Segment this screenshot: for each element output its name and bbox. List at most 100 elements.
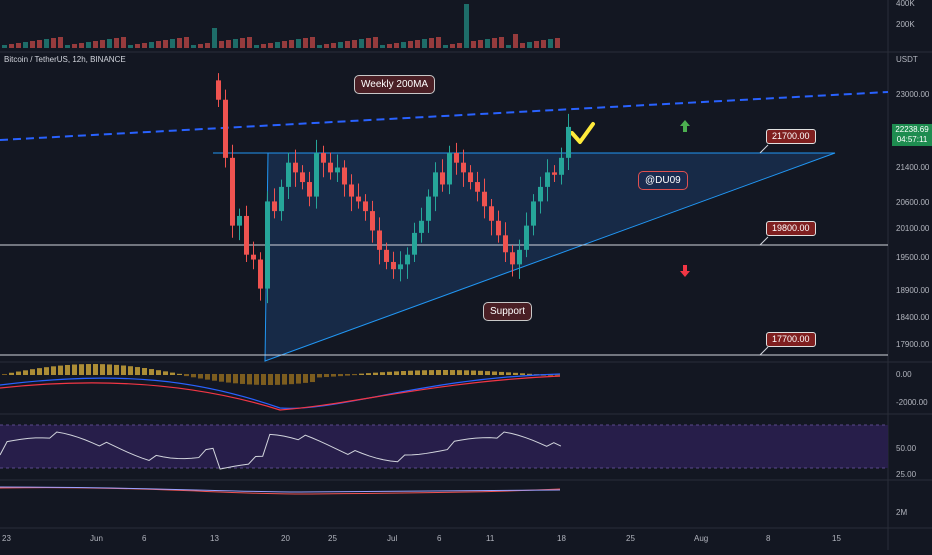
- candle-body: [566, 126, 571, 158]
- macd-histogram-bar: [44, 367, 49, 375]
- volume-bar: [261, 44, 266, 48]
- volume-bar: [205, 43, 210, 48]
- volume-bar: [317, 45, 322, 48]
- volume-bar: [128, 45, 133, 48]
- volume-bar: [177, 38, 182, 48]
- volume-bar: [16, 43, 21, 48]
- macd-histogram-bar: [422, 370, 427, 375]
- candle-body: [440, 172, 445, 185]
- obv-signal-line: [0, 486, 561, 493]
- rsi-band: [0, 425, 888, 468]
- candle-body: [216, 80, 221, 100]
- volume-bar: [156, 41, 161, 48]
- macd-histogram-bar: [30, 369, 35, 375]
- weekly-200ma-callout[interactable]: Weekly 200MA: [354, 75, 436, 94]
- level-tag-19800[interactable]: 19800.00: [766, 221, 816, 236]
- macd-histogram-bar: [135, 367, 140, 375]
- candle-body: [545, 172, 550, 187]
- volume-bar: [191, 45, 196, 48]
- volume-bar: [219, 41, 224, 48]
- bottom-axis-label: 2M: [896, 508, 907, 517]
- macd-histogram-bar: [352, 374, 357, 376]
- macd-histogram-bar: [191, 374, 196, 378]
- candle-body: [412, 232, 417, 255]
- candle-body: [398, 264, 403, 270]
- rsi-axis-label: 50.00: [896, 444, 917, 453]
- volume-axis-label: 200K: [896, 20, 915, 29]
- candle-body: [517, 249, 522, 265]
- candle-body: [300, 172, 305, 183]
- level-tag-17700[interactable]: 17700.00: [766, 332, 816, 347]
- volume-bar: [93, 41, 98, 48]
- date-axis-label: Jun: [90, 534, 103, 543]
- macd-histogram-bar: [457, 370, 462, 375]
- macd-histogram-bar: [338, 374, 343, 377]
- axis-labels: 23000.0022400.0021400.0020600.0020100.00…: [2, 0, 930, 543]
- date-axis-label: 20: [281, 534, 290, 543]
- support-callout[interactable]: Support: [483, 302, 533, 321]
- volume-bar: [247, 37, 252, 48]
- macd-histogram-bar: [317, 374, 322, 378]
- candle-body: [489, 206, 494, 221]
- candle-body: [251, 254, 256, 260]
- price-axis-label: 17900.00: [896, 340, 930, 349]
- check-mark-icon: [570, 122, 595, 144]
- price-axis-label: 18400.00: [896, 313, 930, 322]
- volume-bars: [2, 4, 560, 48]
- macd-histogram-bar: [233, 374, 238, 384]
- candle-body: [349, 184, 354, 197]
- candle-body: [328, 162, 333, 173]
- date-axis-label: 6: [142, 534, 147, 543]
- volume-bar: [513, 34, 518, 48]
- candle-body: [524, 225, 529, 250]
- macd-histogram-bar: [485, 371, 490, 375]
- volume-bar: [107, 39, 112, 48]
- macd-histogram-bar: [387, 371, 392, 375]
- macd-axis-label: -2000.00: [896, 398, 928, 407]
- price-axis-label: 21400.00: [896, 163, 930, 172]
- macd-histogram-bar: [296, 374, 301, 384]
- volume-bar: [212, 28, 217, 48]
- macd-histogram-bar: [177, 373, 182, 375]
- candle-body: [370, 211, 375, 231]
- volume-bar: [23, 42, 28, 48]
- candle-body: [265, 201, 270, 289]
- macd-histogram-bar: [65, 364, 70, 375]
- price-axis-label: 18900.00: [896, 286, 930, 295]
- volume-bar: [485, 39, 490, 48]
- volume-bar: [415, 40, 420, 48]
- macd-histogram-bar: [331, 374, 336, 377]
- volume-bar: [436, 37, 441, 48]
- volume-bar: [135, 44, 140, 48]
- volume-bar: [58, 37, 63, 48]
- volume-bar: [492, 38, 497, 48]
- macd-histogram-bar: [261, 374, 266, 385]
- macd-histogram-bar: [16, 371, 21, 375]
- date-axis-label: 15: [832, 534, 841, 543]
- macd-histogram-bar: [72, 364, 77, 375]
- volume-bar: [268, 43, 273, 48]
- macd-pane: [0, 364, 561, 411]
- macd-histogram-bar: [289, 374, 294, 385]
- weekly-200ma-line: [0, 91, 889, 141]
- date-axis-label: 25: [626, 534, 635, 543]
- macd-histogram-bar: [163, 371, 168, 375]
- macd-histogram-bar: [114, 364, 119, 375]
- volume-bar: [331, 43, 336, 48]
- candle-body: [377, 230, 382, 250]
- candle-body: [405, 254, 410, 265]
- macd-histogram-bar: [478, 370, 483, 375]
- macd-histogram-bar: [247, 374, 252, 385]
- macd-histogram-bar: [492, 371, 497, 375]
- volume-bar: [233, 39, 238, 48]
- date-axis-label: 6: [437, 534, 442, 543]
- level-tag-21700[interactable]: 21700.00: [766, 129, 816, 144]
- macd-histogram-bar: [142, 368, 147, 375]
- macd-axis-label: 0.00: [896, 370, 912, 379]
- macd-histogram-bar: [429, 370, 434, 375]
- candle-body: [426, 196, 431, 221]
- tag-pointer-17700: [759, 346, 769, 356]
- macd-histogram-bar: [2, 374, 7, 375]
